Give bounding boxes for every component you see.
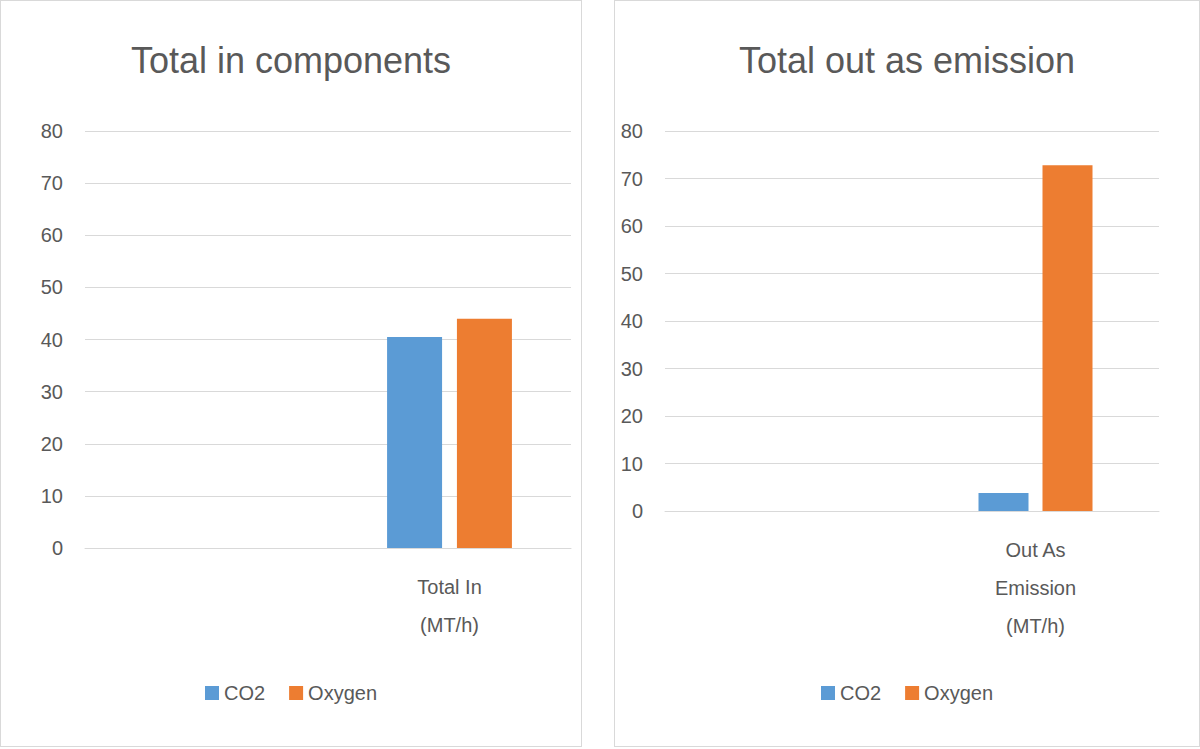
svg-text:40: 40 — [621, 310, 643, 332]
svg-text:10: 10 — [621, 453, 643, 475]
svg-text:70: 70 — [41, 172, 63, 194]
svg-text:(MT/h): (MT/h) — [420, 614, 479, 636]
svg-text:Oxygen: Oxygen — [924, 682, 993, 704]
svg-text:60: 60 — [41, 224, 63, 246]
svg-text:Total in components: Total in components — [131, 40, 451, 81]
svg-text:70: 70 — [621, 168, 643, 190]
svg-text:0: 0 — [632, 500, 643, 522]
svg-text:30: 30 — [41, 381, 63, 403]
svg-text:10: 10 — [41, 485, 63, 507]
svg-text:(MT/h): (MT/h) — [1006, 615, 1065, 637]
svg-text:20: 20 — [621, 405, 643, 427]
svg-text:80: 80 — [621, 120, 643, 142]
svg-text:50: 50 — [621, 263, 643, 285]
svg-text:20: 20 — [41, 433, 63, 455]
svg-text:80: 80 — [41, 120, 63, 142]
svg-text:0: 0 — [52, 537, 63, 559]
svg-text:30: 30 — [621, 358, 643, 380]
svg-text:CO2: CO2 — [840, 682, 881, 704]
svg-text:60: 60 — [621, 215, 643, 237]
svg-text:40: 40 — [41, 329, 63, 351]
svg-text:Out As: Out As — [1005, 539, 1065, 561]
svg-text:Oxygen: Oxygen — [308, 682, 377, 704]
svg-text:Total In: Total In — [417, 576, 481, 598]
svg-text:Emission: Emission — [995, 577, 1076, 599]
svg-text:CO2: CO2 — [224, 682, 265, 704]
svg-text:50: 50 — [41, 276, 63, 298]
svg-text:Total out as emission: Total out as emission — [739, 40, 1075, 81]
